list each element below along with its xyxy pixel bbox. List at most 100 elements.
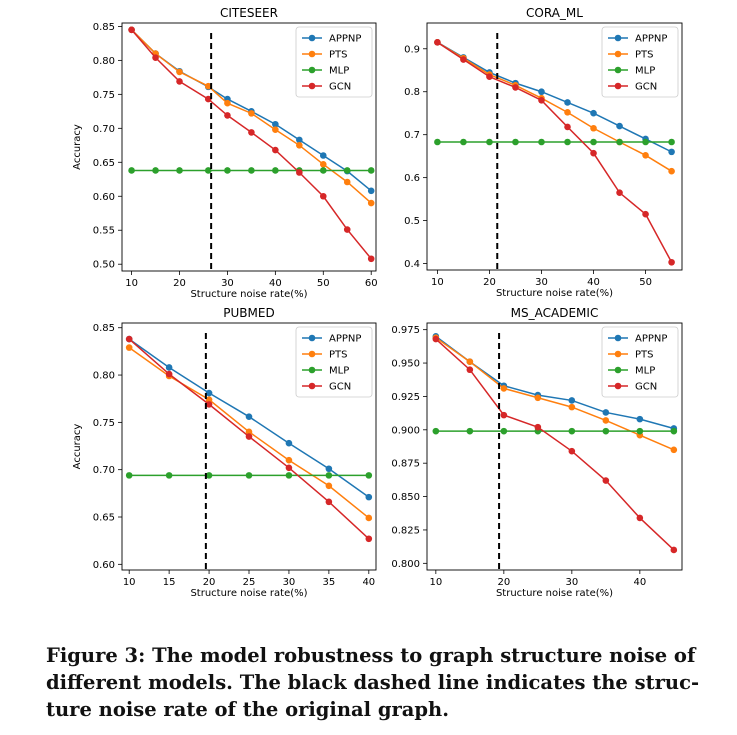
data-point-gcn bbox=[245, 433, 253, 440]
data-point-gcn bbox=[343, 226, 351, 233]
plot-frame bbox=[426, 322, 683, 571]
x-tick-label: 60 bbox=[365, 278, 378, 289]
data-point-gcn bbox=[636, 514, 644, 522]
data-point-mlp bbox=[319, 167, 327, 174]
data-point-gcn bbox=[365, 535, 373, 543]
data-point-gcn bbox=[602, 477, 610, 484]
legend-label-appnp: APPNP bbox=[635, 34, 667, 45]
data-point-gcn bbox=[128, 26, 135, 34]
data-point-pts bbox=[568, 403, 576, 411]
data-point-pts bbox=[590, 124, 597, 132]
legend-label-mlp: MLP bbox=[329, 66, 349, 77]
data-point-gcn bbox=[590, 149, 597, 157]
y-tick-label: 0.7 bbox=[404, 130, 420, 141]
data-point-appnp bbox=[568, 397, 576, 404]
data-point-mlp bbox=[125, 472, 133, 479]
data-point-pts bbox=[500, 385, 508, 392]
data-point-appnp bbox=[590, 109, 597, 117]
data-point-mlp bbox=[564, 138, 571, 146]
data-point-pts bbox=[205, 396, 213, 403]
data-point-mlp bbox=[668, 138, 675, 146]
data-point-mlp bbox=[152, 167, 159, 174]
legend-marker-gcn bbox=[614, 82, 622, 90]
x-tick-label: 15 bbox=[163, 577, 176, 588]
data-point-appnp bbox=[564, 99, 571, 106]
data-point-mlp bbox=[165, 472, 173, 479]
data-point-gcn bbox=[460, 56, 467, 63]
legend-label-pts: PTS bbox=[635, 50, 654, 61]
y-tick-label: 0.70 bbox=[93, 465, 115, 476]
data-point-mlp bbox=[432, 427, 440, 435]
data-point-appnp bbox=[602, 409, 610, 416]
data-point-appnp bbox=[205, 389, 213, 397]
data-point-pts bbox=[367, 199, 375, 207]
data-point-appnp bbox=[636, 415, 644, 423]
legend-marker-gcn bbox=[308, 82, 316, 90]
data-point-gcn bbox=[668, 258, 675, 266]
data-point-pts bbox=[668, 167, 675, 175]
data-point-mlp bbox=[343, 167, 351, 174]
data-point-appnp bbox=[245, 413, 253, 420]
data-point-gcn bbox=[434, 39, 441, 46]
figure-caption: Figure 3: The model robustness to graph … bbox=[46, 642, 718, 723]
x-axis-label: Structure noise rate(%) bbox=[496, 588, 613, 599]
data-point-mlp bbox=[670, 427, 678, 435]
data-point-gcn bbox=[670, 546, 678, 554]
data-point-mlp bbox=[568, 427, 576, 435]
data-point-pts bbox=[534, 394, 542, 402]
data-point-pts bbox=[466, 358, 474, 366]
legend-marker-mlp bbox=[614, 66, 622, 74]
legend-marker-pts bbox=[308, 350, 316, 358]
data-point-mlp bbox=[367, 167, 375, 174]
x-tick-label: 20 bbox=[497, 577, 510, 588]
data-point-mlp bbox=[460, 138, 467, 146]
data-point-pts bbox=[670, 446, 678, 454]
x-tick-label: 10 bbox=[431, 277, 444, 288]
x-tick-label: 10 bbox=[429, 577, 442, 588]
y-tick-label: 0.6 bbox=[404, 173, 420, 184]
series-line-pts bbox=[437, 41, 672, 172]
legend-label-mlp: MLP bbox=[329, 366, 349, 377]
data-point-gcn bbox=[500, 411, 508, 419]
data-point-mlp bbox=[500, 427, 508, 435]
legend-label-gcn: GCN bbox=[329, 82, 351, 93]
data-point-appnp bbox=[285, 439, 293, 447]
x-axis-label: Structure noise rate(%) bbox=[190, 588, 307, 599]
y-tick-label: 0.800 bbox=[391, 559, 420, 570]
data-point-appnp bbox=[365, 493, 373, 501]
legend: APPNP PTS MLP GCN bbox=[601, 326, 679, 398]
data-point-appnp bbox=[165, 364, 173, 371]
plot-frame bbox=[426, 22, 683, 271]
y-tick-label: 0.70 bbox=[93, 124, 115, 135]
x-axis-label: Structure noise rate(%) bbox=[190, 289, 307, 300]
legend-box bbox=[601, 326, 679, 398]
data-point-gcn bbox=[466, 366, 474, 374]
legend-label-gcn: GCN bbox=[635, 382, 657, 393]
legend-marker-pts bbox=[308, 50, 316, 58]
data-point-mlp bbox=[616, 138, 623, 146]
x-tick-label: 30 bbox=[565, 577, 578, 588]
y-tick-label: 0.85 bbox=[93, 323, 115, 334]
data-point-pts bbox=[224, 99, 231, 107]
data-point-pts bbox=[319, 161, 327, 168]
data-point-gcn bbox=[272, 146, 279, 154]
y-tick-label: 0.975 bbox=[391, 325, 420, 336]
data-point-appnp bbox=[367, 187, 375, 195]
data-point-gcn bbox=[534, 423, 542, 431]
data-point-pts bbox=[365, 514, 373, 522]
y-tick-label: 0.60 bbox=[93, 560, 115, 571]
data-point-gcn bbox=[176, 78, 183, 85]
legend-label-mlp: MLP bbox=[635, 366, 655, 377]
data-point-gcn bbox=[125, 335, 133, 343]
data-point-mlp bbox=[285, 472, 293, 479]
y-tick-label: 0.950 bbox=[391, 359, 420, 370]
data-point-mlp bbox=[602, 427, 610, 435]
caption-line-1: Figure 3: The model robustness to graph … bbox=[46, 644, 696, 667]
legend: APPNP PTS MLP GCN bbox=[601, 26, 679, 98]
data-point-mlp bbox=[325, 472, 333, 479]
data-point-gcn bbox=[152, 54, 159, 61]
plot-frame bbox=[121, 22, 377, 272]
y-tick-label: 0.9 bbox=[404, 44, 420, 55]
data-point-appnp bbox=[668, 148, 675, 156]
